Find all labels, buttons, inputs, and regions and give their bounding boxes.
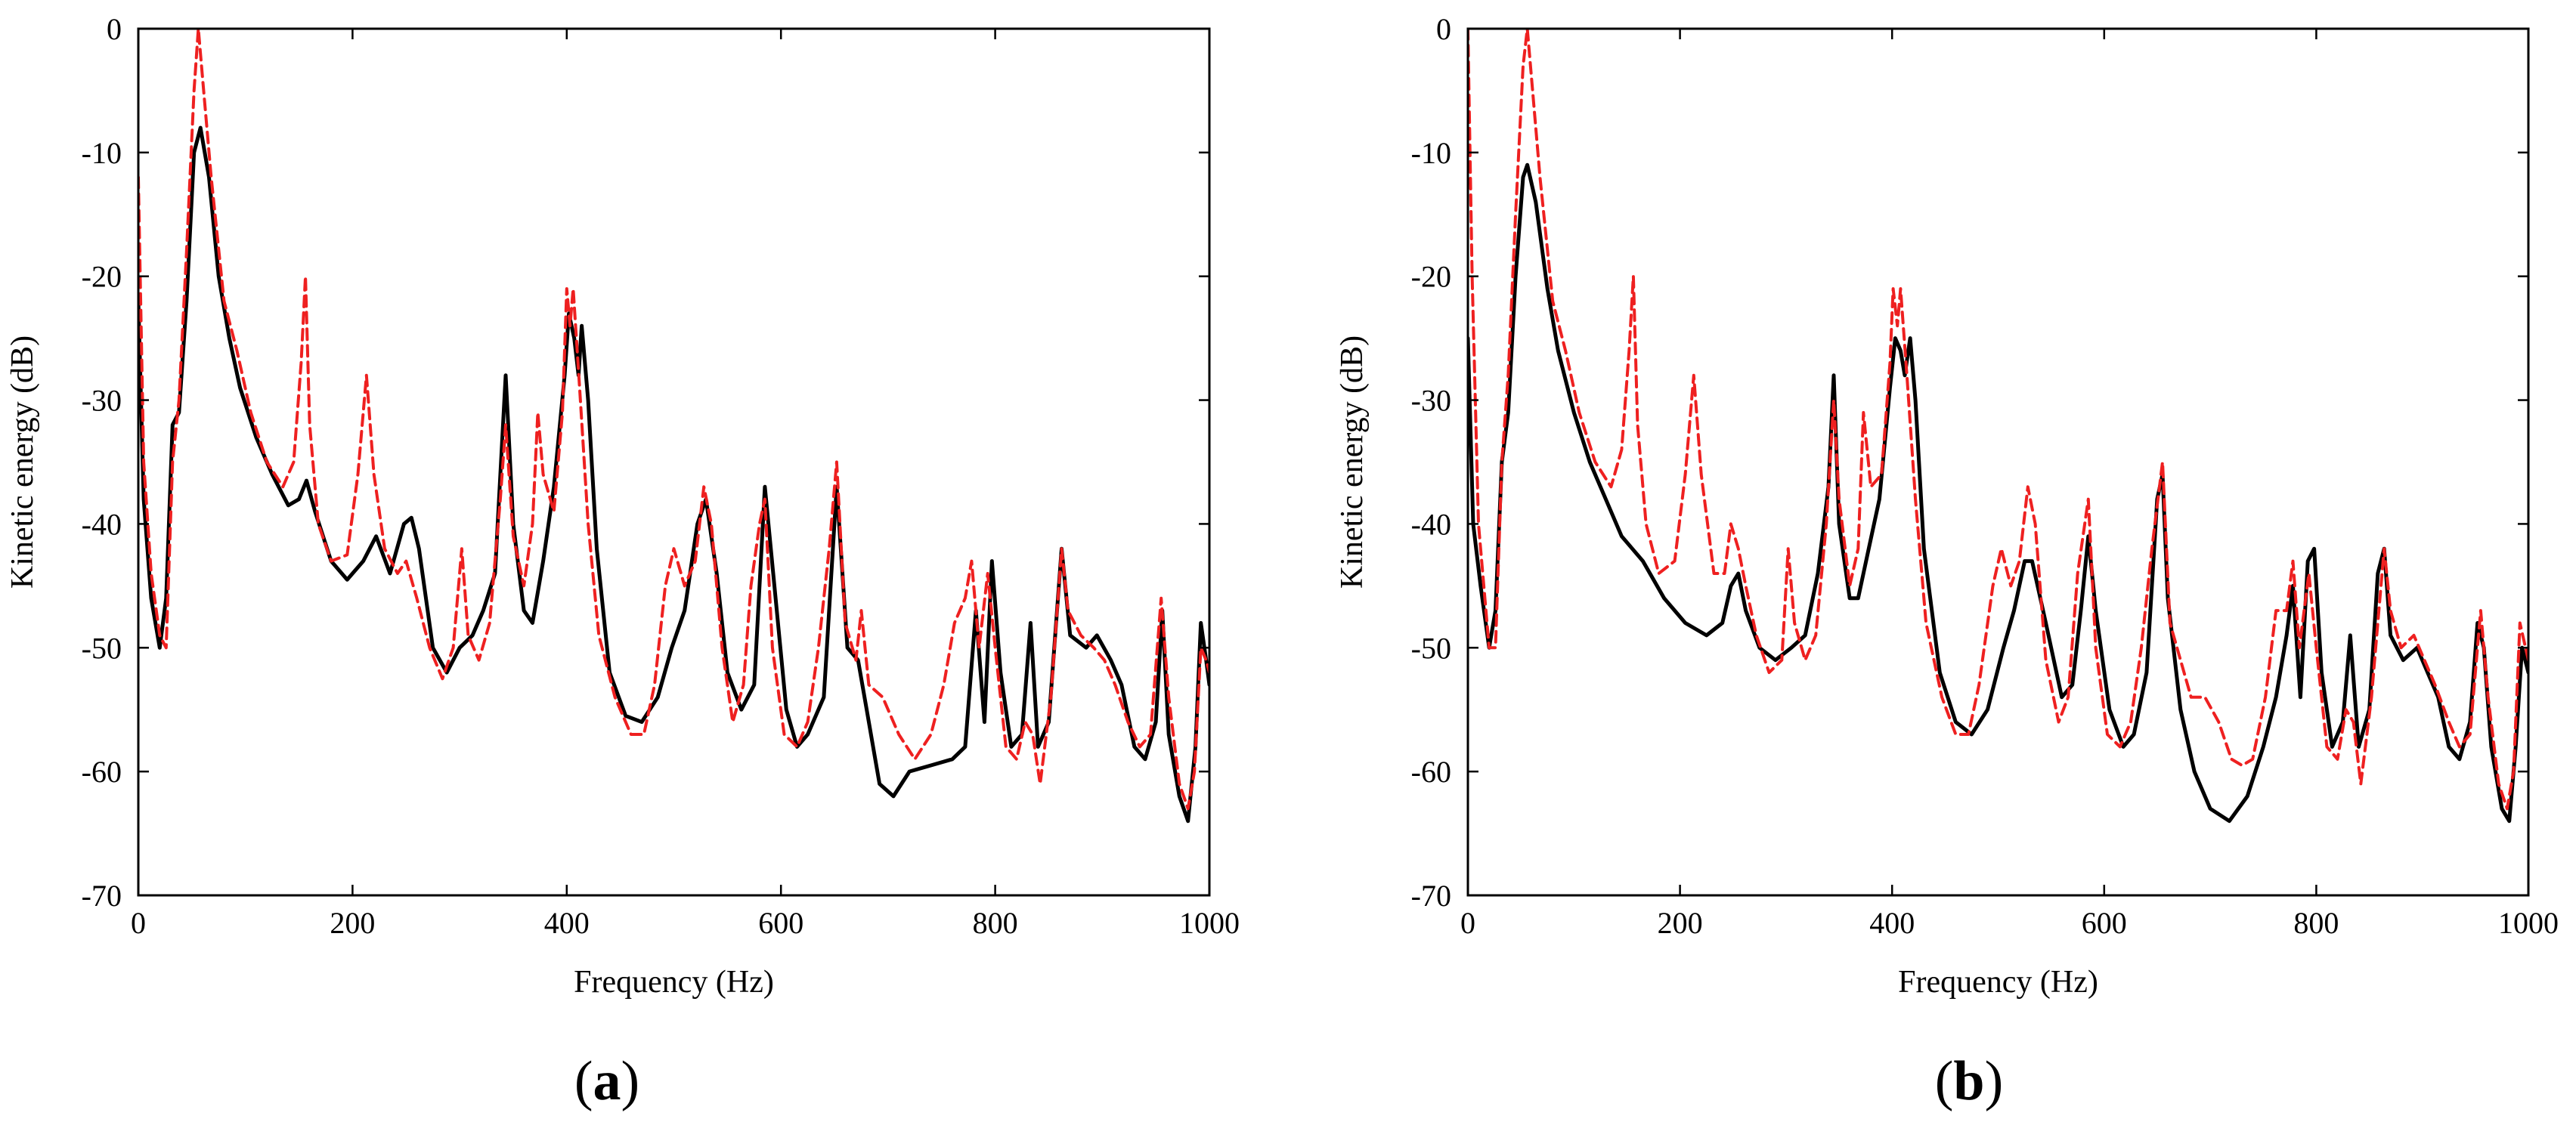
plot-frame: [137, 27, 1211, 897]
series-group: [1468, 29, 2528, 824]
y-tick-label: -10: [82, 136, 122, 170]
x-tick-label: 1000: [2498, 906, 2559, 940]
chart-panel-b: 0 200 400 600 800 1000 0 -10 -20 -30 -40 -50 -60 -70 F…: [1335, 12, 2559, 1112]
x-tick-label: 200: [1658, 906, 1703, 940]
y-tick-label: -60: [1411, 755, 1451, 789]
y-tick-label: -50: [82, 631, 122, 665]
series-line-solid-black: [1468, 162, 2528, 824]
chart-panel-a: 0 200 400 600 800 1000 0 -10 -20 -30 -40 -50 -60 -70 F…: [5, 12, 1240, 1112]
x-tick-label: 0: [131, 906, 146, 940]
y-tick-label: -30: [1411, 384, 1451, 418]
x-axis-title: Frequency (Hz): [574, 965, 774, 1000]
series-line-dashed-red: [138, 29, 1209, 811]
x-tick-label: 1000: [1179, 906, 1240, 940]
x-tick-label: 800: [2293, 906, 2339, 940]
y-tick-label: -40: [82, 507, 122, 541]
x-axis-title: Frequency (Hz): [1898, 965, 2098, 1000]
y-tick-label: -40: [1411, 507, 1451, 541]
x-tick-label: 200: [330, 906, 375, 940]
panel-label: (b): [1935, 1050, 2003, 1112]
y-tick-label: -10: [1411, 136, 1451, 170]
y-axis-title: Kinetic energy (dB): [5, 335, 40, 589]
series-group: [138, 29, 1209, 824]
x-tick-label: 0: [1460, 906, 1475, 940]
x-tick-label: 600: [758, 906, 803, 940]
y-tick-label: -20: [82, 260, 122, 294]
x-tick-label: 800: [973, 906, 1018, 940]
x-tick-label: 400: [1869, 906, 1915, 940]
x-tick-label: 600: [2082, 906, 2127, 940]
y-tick-label: -70: [82, 879, 122, 913]
y-tick-label: -70: [1411, 879, 1451, 913]
y-tick-label: 0: [107, 12, 122, 46]
plot-frame: [1466, 27, 2530, 897]
y-tick-label: -20: [1411, 260, 1451, 294]
panel-label: (a): [574, 1050, 639, 1112]
y-tick-label: 0: [1436, 12, 1451, 46]
series-line-dashed-red: [1468, 29, 2528, 811]
y-tick-label: -60: [82, 755, 122, 789]
series-line-solid-black: [138, 125, 1209, 824]
y-tick-label: -50: [1411, 631, 1451, 665]
y-tick-label: -30: [82, 384, 122, 418]
x-tick-label: 400: [544, 906, 590, 940]
y-axis-title: Kinetic energy (dB): [1335, 335, 1370, 589]
